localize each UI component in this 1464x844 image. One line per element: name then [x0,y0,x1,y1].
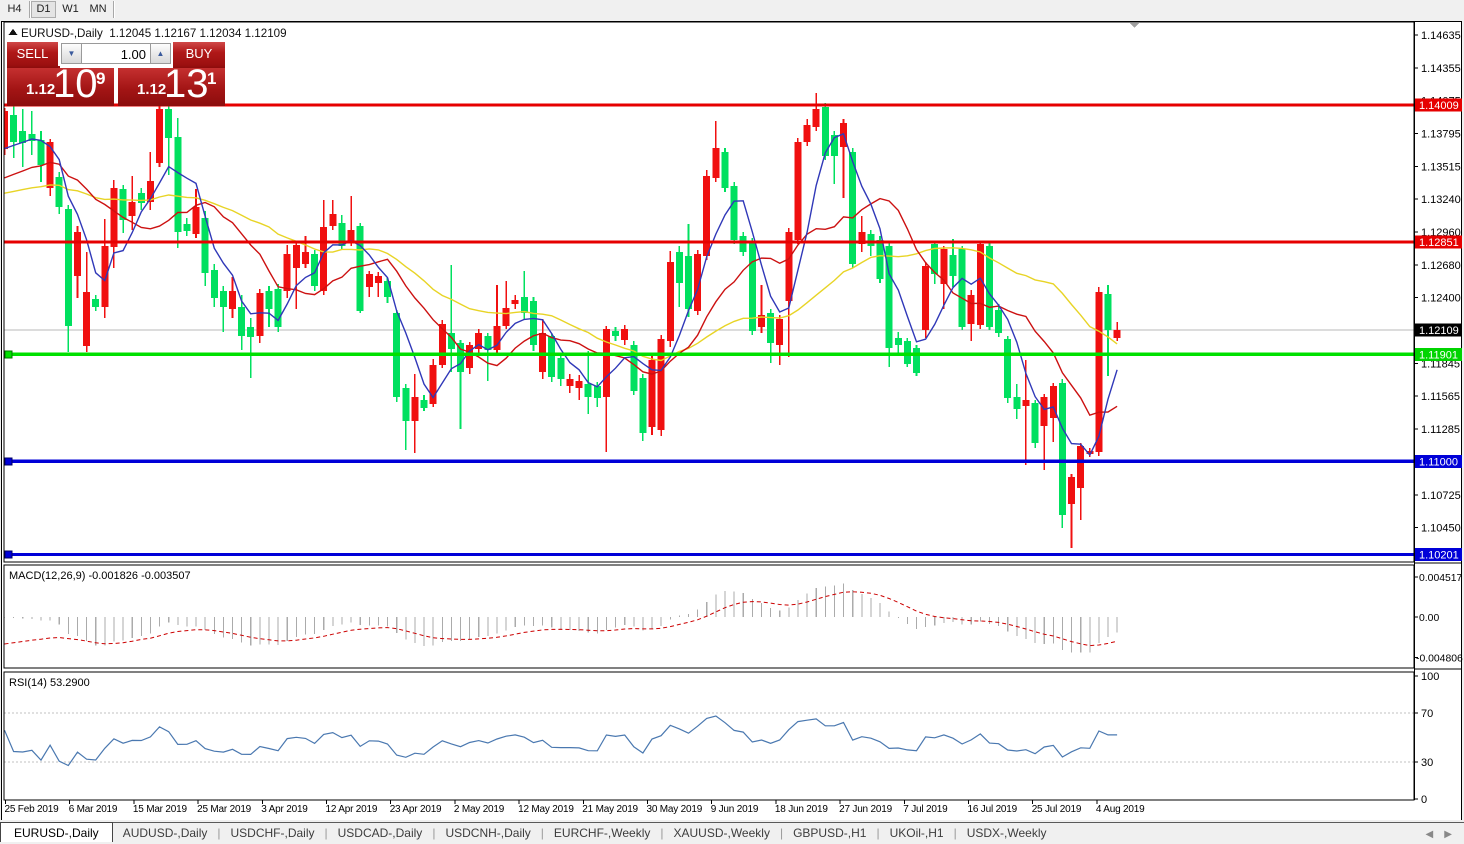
svg-text:1.11901: 1.11901 [1419,349,1458,361]
svg-text:1.14009: 1.14009 [1419,100,1459,112]
svg-text:100: 100 [1421,671,1439,683]
svg-text:23 Apr 2019: 23 Apr 2019 [390,804,442,815]
svg-text:1.13240: 1.13240 [1421,194,1461,206]
svg-text:1.12680: 1.12680 [1421,260,1461,272]
svg-text:4 Aug 2019: 4 Aug 2019 [1096,804,1145,815]
svg-text:MACD(12,26,9) -0.001826 -0.003: MACD(12,26,9) -0.001826 -0.003507 [9,570,191,582]
svg-text:1.11000: 1.11000 [1419,456,1458,468]
svg-text:0: 0 [1421,794,1427,806]
svg-text:1.11845: 1.11845 [1421,358,1460,370]
svg-text:-0.004806: -0.004806 [1416,654,1463,665]
svg-text:RSI(14) 53.2900: RSI(14) 53.2900 [9,677,90,689]
svg-text:1.11565: 1.11565 [1421,391,1460,403]
svg-text:1.10725: 1.10725 [1421,490,1461,502]
svg-text:25 Jul 2019: 25 Jul 2019 [1032,804,1082,815]
svg-text:2 May 2019: 2 May 2019 [454,804,505,815]
svg-text:30: 30 [1421,757,1433,769]
svg-text:27 Jun 2019: 27 Jun 2019 [839,804,892,815]
svg-text:1.13515: 1.13515 [1421,161,1461,173]
svg-text:1.10201: 1.10201 [1419,550,1459,562]
svg-text:1.14635: 1.14635 [1421,30,1461,42]
svg-text:1.12109: 1.12109 [1419,325,1459,337]
svg-text:7 Jul 2019: 7 Jul 2019 [903,804,948,815]
svg-text:70: 70 [1421,708,1433,720]
svg-text:25 Mar 2019: 25 Mar 2019 [197,804,252,815]
svg-text:1.12851: 1.12851 [1419,237,1459,249]
svg-text:9 Jun 2019: 9 Jun 2019 [711,804,759,815]
svg-text:18 Jun 2019: 18 Jun 2019 [775,804,828,815]
svg-text:1.11285: 1.11285 [1421,424,1460,436]
svg-text:30 May 2019: 30 May 2019 [647,804,703,815]
svg-text:12 Apr 2019: 12 Apr 2019 [326,804,378,815]
svg-text:1.12400: 1.12400 [1421,293,1461,305]
svg-text:25 Feb 2019: 25 Feb 2019 [5,804,60,815]
svg-text:0.00: 0.00 [1419,613,1439,624]
svg-text:21 May 2019: 21 May 2019 [582,804,638,815]
svg-text:3 Apr 2019: 3 Apr 2019 [261,804,308,815]
svg-text:0.004517: 0.004517 [1419,573,1463,584]
svg-text:EURUSD-,Daily 1.12045 1.12167: EURUSD-,Daily 1.12045 1.12167 1.12034 1.… [21,27,287,40]
svg-text:1.10450: 1.10450 [1421,523,1461,535]
svg-text:1.13795: 1.13795 [1421,129,1461,141]
svg-text:6 Mar 2019: 6 Mar 2019 [69,804,118,815]
svg-text:16 Jul 2019: 16 Jul 2019 [968,804,1018,815]
svg-text:1.14355: 1.14355 [1421,63,1461,75]
svg-text:12 May 2019: 12 May 2019 [518,804,574,815]
svg-text:15 Mar 2019: 15 Mar 2019 [133,804,188,815]
